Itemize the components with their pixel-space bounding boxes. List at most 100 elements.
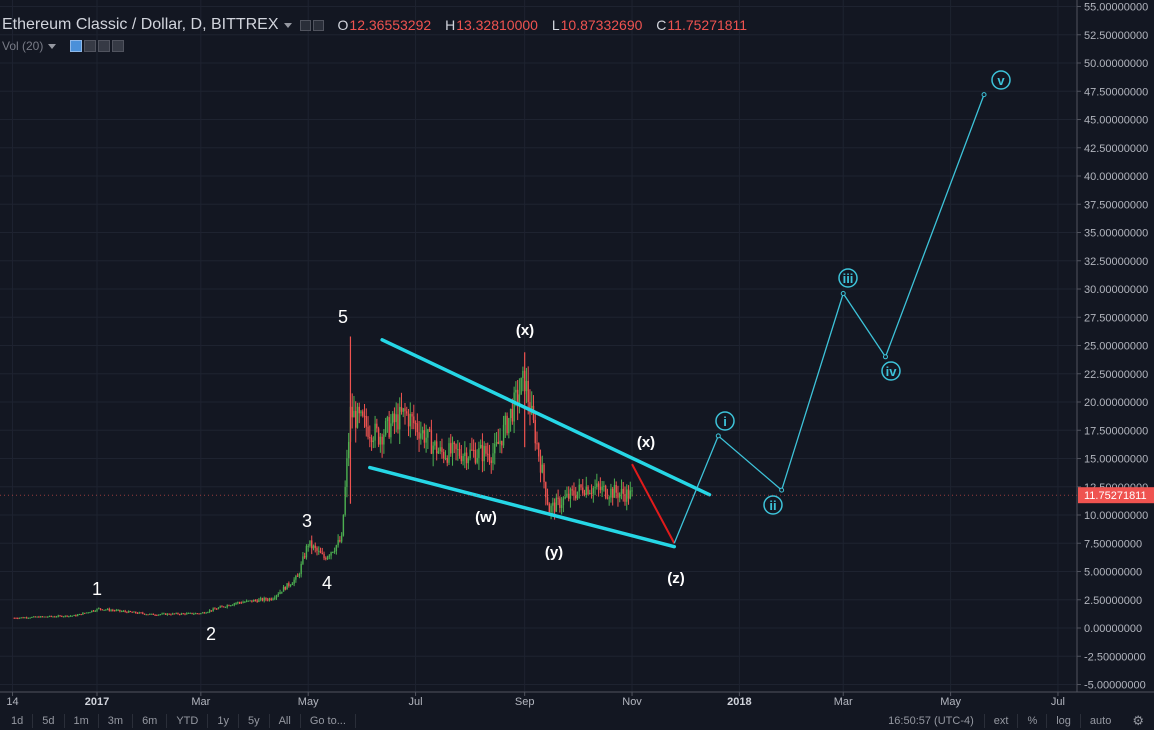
volume-menu-caret-icon[interactable]: [48, 43, 57, 49]
volume-indicator-label[interactable]: Vol (20): [2, 39, 44, 53]
range-1d-button[interactable]: 1d: [0, 714, 34, 728]
candle-body: [108, 608, 111, 611]
candle-body: [388, 417, 390, 438]
time-tick-label: Mar: [191, 696, 210, 708]
volume-remove-icon[interactable]: [112, 40, 125, 52]
candle-body: [546, 497, 549, 505]
price-tick-label: 22.50000000: [1084, 369, 1148, 381]
candle-body: [467, 458, 470, 464]
candle-body: [582, 487, 584, 494]
volume-visibility-icon[interactable]: [70, 40, 83, 52]
candle-body: [203, 612, 206, 614]
price-tick-label: 27.50000000: [1084, 312, 1148, 324]
range-ytd-button[interactable]: YTD: [167, 714, 209, 728]
time-tick-label: 2018: [727, 696, 751, 708]
candle-body: [420, 433, 422, 439]
candle-body: [64, 615, 67, 617]
wave-label-corrective: (z): [667, 570, 685, 587]
candle-body: [208, 610, 211, 613]
series-settings-icon[interactable]: [299, 19, 311, 31]
candle-body: [263, 598, 265, 601]
candle-body: [117, 609, 119, 611]
candle-body: [122, 610, 125, 612]
candle-body: [233, 603, 235, 605]
candle-body: [259, 598, 262, 600]
auto-toggle[interactable]: auto: [1079, 714, 1120, 728]
current-price-tag: [1078, 487, 1154, 504]
price-tick-label: 2.50000000: [1084, 595, 1142, 607]
candle-body: [508, 418, 510, 434]
candle-body: [152, 613, 155, 615]
candle-body: [196, 613, 199, 615]
candle-body: [543, 464, 545, 483]
series-format-icon[interactable]: [312, 19, 324, 31]
candle-body: [478, 447, 480, 458]
candle-body: [179, 614, 181, 616]
candle-body: [446, 457, 448, 463]
wave-label-corrective: (y): [545, 544, 563, 561]
candle-body: [82, 612, 84, 615]
candle-body: [80, 613, 82, 615]
candle-body: [428, 429, 431, 431]
candle-body: [36, 616, 38, 618]
range-1m-button[interactable]: 1m: [65, 714, 99, 728]
projection-path: [673, 94, 985, 544]
goto-date-button[interactable]: Go to...: [301, 714, 356, 728]
range-all-button[interactable]: All: [270, 714, 301, 728]
price-tick-label: 25.00000000: [1084, 341, 1148, 353]
ext-toggle[interactable]: ext: [983, 714, 1018, 728]
candle-body: [240, 602, 243, 604]
projection-label-ii: ii: [769, 498, 776, 513]
time-tick-label: 14: [6, 696, 18, 708]
candle-body: [347, 441, 350, 459]
candle-body: [596, 483, 598, 488]
candle-body: [404, 408, 406, 412]
candle-body: [300, 563, 302, 575]
time-tick-label: Nov: [622, 696, 642, 708]
symbol-menu-caret-icon[interactable]: [283, 22, 292, 28]
candle-body: [39, 616, 42, 618]
candle-body: [626, 489, 628, 502]
symbol-title[interactable]: Ethereum Classic / Dollar, D, BITTREX: [2, 16, 279, 33]
candle-body: [550, 505, 552, 513]
wave-label-3: 3: [302, 511, 312, 531]
candle-body: [61, 615, 63, 617]
candle-body: [194, 613, 197, 615]
range-5y-button[interactable]: 5y: [239, 714, 270, 728]
candle-body: [541, 464, 543, 473]
range-3m-button[interactable]: 3m: [99, 714, 134, 728]
percent-toggle[interactable]: %: [1017, 714, 1046, 728]
candle-body: [171, 613, 174, 615]
projection-label-iii: iii: [843, 271, 854, 286]
candle-body: [96, 608, 98, 611]
candle-body: [406, 411, 408, 414]
candle-body: [247, 600, 250, 602]
gear-icon[interactable]: ⚙: [1132, 713, 1144, 728]
candle-body: [337, 540, 339, 546]
price-chart[interactable]: 55.0000000052.5000000050.0000000047.5000…: [0, 0, 1154, 712]
range-5d-button[interactable]: 5d: [33, 714, 65, 728]
candle-body: [133, 611, 135, 613]
price-tick-label: 10.00000000: [1084, 510, 1148, 522]
time-tick-label: 2017: [85, 696, 109, 708]
candle-body: [516, 389, 519, 404]
candle-body: [439, 447, 441, 452]
candle-body: [289, 584, 292, 586]
clock-readout[interactable]: 16:50:57 (UTC-4): [888, 715, 974, 727]
log-toggle[interactable]: log: [1046, 714, 1080, 728]
candle-body: [142, 612, 144, 614]
candle-body: [333, 551, 336, 553]
candle-body: [548, 504, 551, 513]
candle-body: [182, 613, 184, 615]
volume-settings-icon[interactable]: [84, 40, 97, 52]
candle-body: [479, 444, 482, 448]
range-6m-button[interactable]: 6m: [133, 714, 168, 728]
candle-body: [177, 613, 179, 615]
price-tick-label: 37.50000000: [1084, 199, 1148, 211]
candle-body: [462, 455, 464, 462]
candle-body: [627, 489, 630, 499]
projection-label-circle: [881, 361, 901, 381]
range-1y-button[interactable]: 1y: [208, 714, 239, 728]
volume-add-icon[interactable]: [98, 40, 111, 52]
